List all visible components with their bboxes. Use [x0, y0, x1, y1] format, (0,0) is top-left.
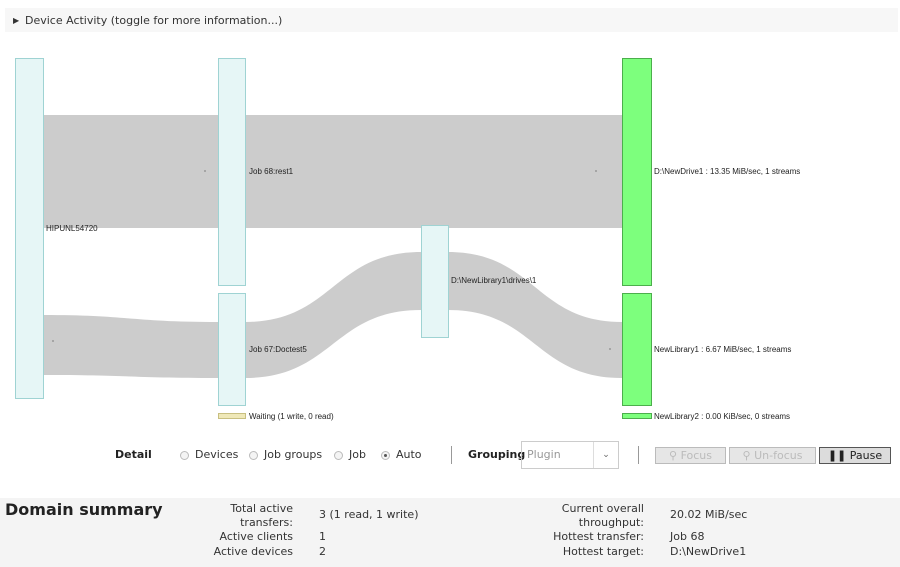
divider — [638, 446, 639, 464]
detail-label: Detail — [115, 448, 152, 461]
summary-key: Active clients — [219, 530, 293, 543]
pause-label: Pause — [849, 449, 883, 462]
label-waiting: Waiting (1 write, 0 read) — [249, 412, 334, 421]
node-drive-lib[interactable] — [421, 225, 449, 338]
summary-value: 20.02 MiB/sec — [670, 508, 748, 521]
domain-summary: Domain summary Total active transfers: 3… — [0, 498, 900, 567]
link-job67-drive[interactable] — [245, 252, 421, 378]
node-job67[interactable] — [218, 293, 246, 406]
link-drive-newlibrary1[interactable] — [448, 252, 622, 378]
label-job67: Job 67:Doctest5 — [249, 345, 307, 354]
grouping-select[interactable]: Plugin ⌄ — [521, 441, 619, 469]
radio-checked-icon — [381, 450, 390, 460]
node-waiting[interactable] — [218, 413, 246, 419]
radio-label: Job — [349, 448, 366, 461]
summary-key: Total active transfers: — [230, 502, 293, 529]
label-job68: Job 68:rest1 — [249, 167, 294, 176]
sankey-diagram: HIPUNL54720 Job 68:rest1 Job 67:Doctest5… — [15, 58, 800, 421]
label-newlibrary1: NewLibrary1 : 6.67 MiB/sec, 1 streams — [654, 345, 791, 354]
radio-icon — [249, 450, 258, 460]
radio-auto[interactable]: Auto — [381, 441, 422, 469]
radio-label: Devices — [195, 448, 239, 461]
radio-devices[interactable]: Devices — [180, 441, 238, 469]
summary-key: Hottest transfer: — [553, 530, 644, 543]
summary-value: Job 68 — [670, 530, 705, 543]
zoom-in-icon: ⚲ — [669, 449, 678, 462]
node-newlibrary1[interactable] — [622, 293, 652, 406]
summary-key: Active devices — [213, 545, 293, 558]
summary-value: 3 (1 read, 1 write) — [319, 508, 419, 521]
node-newlibrary2[interactable] — [622, 413, 652, 419]
triangle-right-icon: ▶ — [13, 16, 20, 25]
summary-value: D:\NewDrive1 — [670, 545, 747, 558]
radio-label: Job groups — [264, 448, 323, 461]
label-newlibrary2: NewLibrary2 : 0.00 KiB/sec, 0 streams — [654, 412, 790, 421]
summary-title: Domain summary — [5, 500, 163, 519]
radio-label: Auto — [396, 448, 422, 461]
summary-key: Current overall throughput: — [561, 502, 644, 529]
chevron-down-icon: ⌄ — [593, 442, 618, 468]
zoom-out-icon: ⚲ — [742, 449, 751, 462]
radio-job[interactable]: Job — [334, 441, 366, 469]
grouping-value: Plugin — [527, 448, 561, 461]
pause-icon: ❚❚ — [827, 449, 847, 462]
link-client-job67[interactable] — [43, 315, 218, 378]
unfocus-button[interactable]: ⚲ Un-focus — [729, 447, 816, 464]
radio-icon — [334, 450, 343, 460]
unfocus-label: Un-focus — [754, 449, 803, 462]
focus-button[interactable]: ⚲ Focus — [655, 447, 726, 464]
node-job68[interactable] — [218, 58, 246, 286]
radio-icon — [180, 450, 189, 460]
node-newdrive1[interactable] — [622, 58, 652, 286]
label-client: HIPUNL54720 — [46, 224, 98, 233]
label-drive-lib: D:\NewLibrary1\drives\1 — [451, 276, 537, 285]
summary-key: Hottest target: — [562, 545, 644, 558]
divider — [451, 446, 452, 464]
pause-button[interactable]: ❚❚ Pause — [819, 447, 891, 464]
grouping-label: Grouping — [468, 448, 526, 461]
radio-job-groups[interactable]: Job groups — [249, 441, 322, 469]
focus-label: Focus — [680, 449, 712, 462]
summary-value: 1 — [319, 530, 326, 543]
link-client-job68[interactable] — [43, 115, 622, 228]
device-activity-toggle[interactable]: ▶ Device Activity (toggle for more infor… — [5, 8, 898, 32]
node-client[interactable] — [15, 58, 44, 399]
section-title: Device Activity (toggle for more informa… — [25, 14, 283, 27]
summary-value: 2 — [319, 545, 326, 558]
label-newdrive1: D:\NewDrive1 : 13.35 MiB/sec, 1 streams — [654, 167, 800, 176]
